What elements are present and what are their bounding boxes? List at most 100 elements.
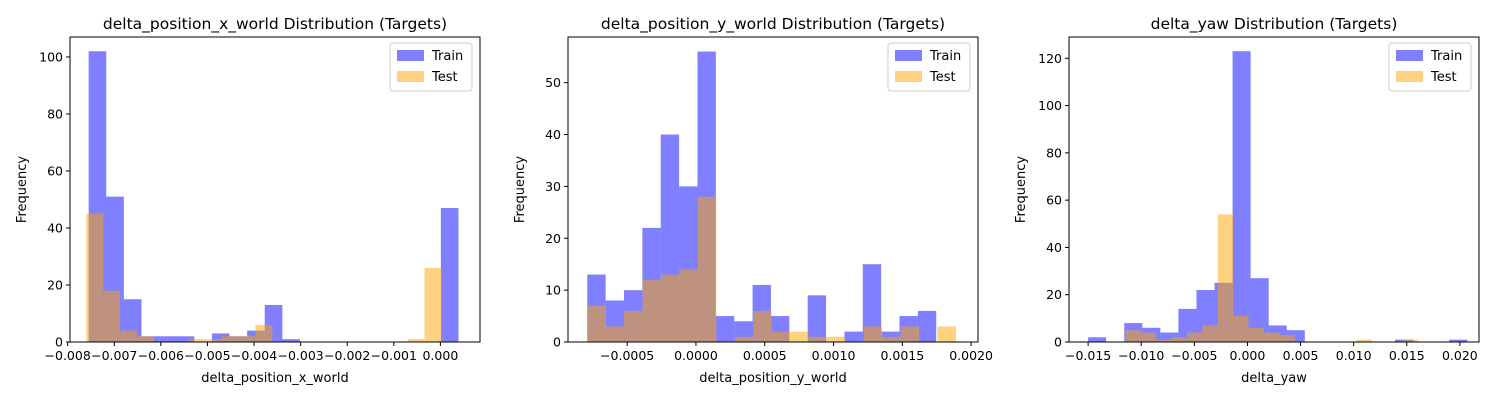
legend-swatch-train xyxy=(895,50,922,61)
y-tick-label: 40 xyxy=(47,220,63,235)
x-tick-label: −0.0005 xyxy=(600,348,654,363)
bar-train-14 xyxy=(844,331,863,342)
bar-test-11 xyxy=(790,331,809,342)
bar-test-13 xyxy=(826,336,846,342)
bar-test-8 xyxy=(221,336,239,342)
y-tick-label: 30 xyxy=(545,179,561,194)
series-test xyxy=(86,213,442,342)
x-tick-label: −0.007 xyxy=(91,348,137,363)
y-axis-label: Frequency xyxy=(15,156,30,223)
x-tick-label: −0.005 xyxy=(1171,348,1217,363)
bar-test-3 xyxy=(1171,337,1187,342)
legend-label-train: Train xyxy=(1430,49,1462,64)
x-tick-label: −0.004 xyxy=(231,348,277,363)
chart-title: delta_position_y_world Distribution (Tar… xyxy=(601,15,945,34)
series-train xyxy=(88,51,459,343)
bar-test-6 xyxy=(1217,214,1234,342)
series-train xyxy=(587,51,937,343)
x-tick-label: 0.0000 xyxy=(674,348,718,363)
legend-label-train: Train xyxy=(431,49,463,64)
y-tick-label: 40 xyxy=(545,127,561,142)
legend-swatch-train xyxy=(1396,50,1423,61)
chart-title: delta_yaw Distribution (Targets) xyxy=(1151,15,1398,34)
legend: Train Test xyxy=(887,42,971,92)
bar-test-6 xyxy=(187,339,205,342)
bar-test-2 xyxy=(624,310,643,342)
bar-test-2 xyxy=(120,330,138,342)
bar-test-6 xyxy=(697,196,717,342)
bar-train-0 xyxy=(1088,337,1107,342)
legend-label-test: Test xyxy=(929,70,956,85)
x-axis-label: delta_yaw xyxy=(1241,371,1307,386)
bar-test-9 xyxy=(753,310,772,342)
legend: Train Test xyxy=(1388,42,1472,92)
bar-test-18 xyxy=(1402,339,1418,342)
subplot-2: −0.0005 0.0000 0.0005 0.0010 0.0015 0.0020 0 10… xyxy=(513,15,993,386)
y-tick-label: 50 xyxy=(545,75,561,90)
bar-test-10 xyxy=(1279,334,1295,342)
bar-test-19 xyxy=(407,339,425,342)
x-tick-label: −0.005 xyxy=(184,348,230,363)
axes-frame xyxy=(567,36,979,343)
legend-swatch-train xyxy=(397,50,424,61)
y-axis-label: Frequency xyxy=(513,156,528,223)
bar-train-7 xyxy=(211,333,230,342)
y-tick-label: 100 xyxy=(1038,98,1062,113)
bar-test-1 xyxy=(103,290,121,342)
y-tick-label: 20 xyxy=(47,277,63,292)
bar-test-2 xyxy=(1156,339,1172,342)
bar-test-17 xyxy=(900,326,920,342)
bar-train-20 xyxy=(1449,339,1468,342)
bar-test-4 xyxy=(1186,332,1203,342)
bar-test-16 xyxy=(882,336,901,342)
legend-label-train: Train xyxy=(929,49,961,64)
bar-train-12 xyxy=(807,295,827,342)
bar-test-20 xyxy=(424,267,442,342)
y-tick-label: 10 xyxy=(545,283,561,298)
y-tick-label: 60 xyxy=(47,163,63,178)
x-tick-label: 0.005 xyxy=(1283,348,1319,363)
bar-test-19 xyxy=(937,326,956,342)
x-tick-label: −0.010 xyxy=(1118,348,1164,363)
bar-test-3 xyxy=(137,336,154,342)
x-tick-label: 0.000 xyxy=(422,348,458,363)
bar-train-7 xyxy=(715,316,735,342)
bar-test-4 xyxy=(661,274,680,342)
bar-train-20 xyxy=(440,208,459,342)
x-tick-label: −0.006 xyxy=(138,348,184,363)
y-tick-label: 20 xyxy=(1046,287,1062,302)
legend-swatch-test xyxy=(1396,71,1423,82)
y-tick-label: 20 xyxy=(545,231,561,246)
x-tick-label: 0.0010 xyxy=(812,348,856,363)
bar-test-0 xyxy=(587,305,606,342)
bar-test-12 xyxy=(808,336,827,342)
x-tick-label: −0.001 xyxy=(371,348,417,363)
bar-test-8 xyxy=(734,336,754,342)
bar-test-1 xyxy=(1140,332,1157,342)
bar-test-1 xyxy=(605,326,625,342)
x-tick-label: 0.000 xyxy=(1230,348,1266,363)
bar-train-4 xyxy=(159,336,177,342)
x-axis-label: delta_position_y_world xyxy=(699,371,846,386)
bar-test-9 xyxy=(1263,332,1280,342)
x-tick-label: −0.002 xyxy=(324,348,370,363)
x-axis-label: delta_position_x_world xyxy=(201,371,348,386)
series-test xyxy=(587,196,956,342)
x-tick-label: 0.0005 xyxy=(743,348,787,363)
y-tick-label: 80 xyxy=(47,106,63,121)
bar-test-15 xyxy=(1356,339,1372,342)
legend-label-test: Test xyxy=(431,70,458,85)
x-tick-label: 0.010 xyxy=(1336,348,1372,363)
x-tick-label: 0.015 xyxy=(1389,348,1425,363)
bar-test-10 xyxy=(255,324,273,342)
x-tick-label: −0.008 xyxy=(45,348,91,363)
legend-label-test: Test xyxy=(1430,70,1457,85)
bar-test-3 xyxy=(642,279,662,342)
subplot-3: −0.015 −0.010 −0.005 0.000 0.005 0.010 0.015 0.… xyxy=(1014,15,1480,386)
bar-test-0 xyxy=(86,213,104,342)
x-tick-label: −0.015 xyxy=(1065,348,1111,363)
axes-frame xyxy=(1068,36,1480,343)
bar-test-8 xyxy=(1248,327,1264,342)
series-test xyxy=(1125,214,1418,342)
